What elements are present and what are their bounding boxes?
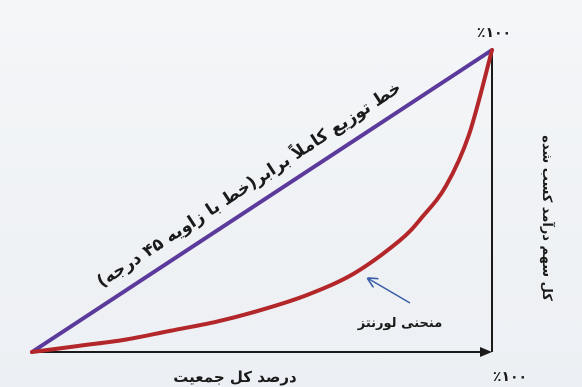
x-axis-arrowhead [480,347,492,357]
lorenz-curve-label: منحنی لورنتز [357,316,443,331]
equality-line-label: خط توزیع کاملاً برابر(خط با زاویه ۴۵ درج… [92,76,405,292]
series-equality-line [30,48,494,354]
y-axis-title: کل سهم درآمد کسب شده [539,135,556,301]
x-axis-max-tick-label: ٪۱۰۰ [493,369,527,385]
x-axis-title: درصد کل جمعیت [173,368,297,386]
series-lorenz-curve [30,48,494,354]
annotation-arrow [369,279,411,304]
y-axis-max-tick-label: ٪۱۰۰ [477,25,511,41]
